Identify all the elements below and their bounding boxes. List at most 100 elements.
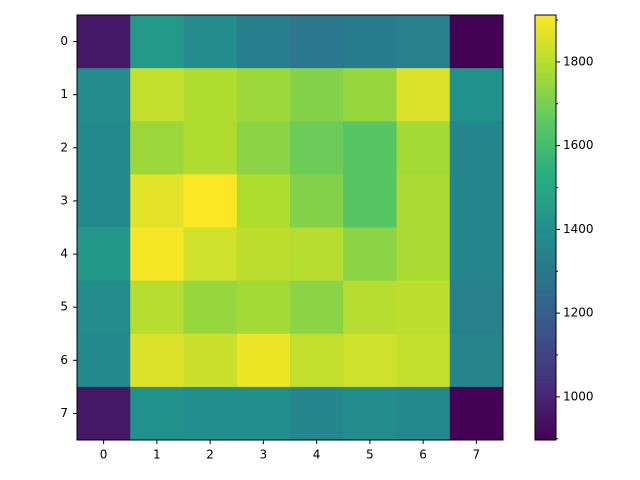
- colorbar-segment: [535, 193, 556, 197]
- colorbar-segment: [535, 308, 556, 311]
- y-tick-label: 4: [60, 247, 68, 261]
- heatmap-cell: [236, 280, 291, 335]
- colorbar-segment: [535, 202, 556, 205]
- colorbar-segment: [535, 259, 556, 262]
- colorbar-segment: [535, 134, 556, 137]
- colorbar-segment: [535, 227, 556, 231]
- colorbar-segment: [535, 206, 556, 209]
- heatmap-cell: [77, 386, 131, 441]
- colorbar-segment: [535, 282, 556, 286]
- colorbar-segment: [535, 263, 556, 267]
- colorbar-segment: [535, 136, 556, 139]
- x-tick-label: 7: [473, 448, 481, 462]
- colorbar-segment: [535, 344, 556, 347]
- colorbar-segment: [535, 153, 556, 156]
- x-tick-label: 3: [260, 448, 268, 462]
- heatmap-cell: [290, 386, 344, 441]
- x-tick-label: 6: [419, 448, 427, 462]
- heatmap-cell: [183, 333, 238, 388]
- colorbar-segment: [535, 295, 556, 299]
- colorbar-segment: [535, 291, 556, 294]
- heatmap-cell: [130, 386, 184, 441]
- colorbar-segment: [535, 34, 556, 37]
- colorbar-tick-label: 1800: [563, 54, 594, 68]
- colorbar-segment: [535, 119, 556, 122]
- y-tick-label: 5: [60, 300, 68, 314]
- colorbar-segment: [535, 165, 556, 169]
- colorbar-segment: [535, 242, 556, 245]
- x-tick-label: 0: [100, 448, 108, 462]
- heatmap-cell: [130, 174, 184, 228]
- colorbar-segment: [535, 157, 556, 160]
- colorbar-segment: [535, 312, 556, 316]
- colorbar-segment: [535, 55, 556, 58]
- heatmap-cell: [290, 121, 344, 175]
- x-tick-label: 4: [313, 448, 321, 462]
- colorbar-segment: [535, 378, 556, 381]
- colorbar-segment: [535, 204, 556, 207]
- colorbar-segment: [535, 68, 556, 71]
- colorbar-segment: [535, 261, 556, 265]
- heatmap-cell: [290, 227, 344, 282]
- colorbar-segment: [535, 384, 556, 388]
- colorbar-segment: [535, 386, 556, 390]
- colorbar-segment: [535, 401, 556, 405]
- colorbar-segment: [535, 318, 556, 322]
- y-tick-label: 6: [60, 353, 68, 367]
- colorbar-tick-label: 1600: [563, 138, 594, 152]
- heatmap-cell: [183, 68, 238, 122]
- colorbar-segment: [535, 114, 556, 118]
- colorbar-segment: [535, 17, 556, 20]
- colorbar-segment: [535, 131, 556, 135]
- colorbar-segment: [535, 350, 556, 354]
- colorbar-segment: [535, 32, 556, 35]
- y-tick-label: 1: [60, 87, 68, 101]
- y-tick-label: 0: [60, 34, 68, 48]
- colorbar-segment: [535, 278, 556, 282]
- colorbar-segment: [535, 423, 556, 426]
- heatmap-cell: [236, 121, 291, 175]
- colorbar-segment: [535, 106, 556, 109]
- colorbar-segment: [535, 287, 556, 290]
- heatmap-cell: [236, 68, 291, 122]
- colorbar-segment: [535, 85, 556, 88]
- colorbar-segment: [535, 225, 556, 228]
- colorbar-segment: [535, 168, 556, 171]
- colorbar-segment: [535, 265, 556, 269]
- colorbar-segment: [535, 420, 556, 424]
- colorbar-segment: [535, 163, 556, 167]
- colorbar-segment: [535, 117, 556, 120]
- colorbar-segment: [535, 327, 556, 330]
- heatmap-cell: [449, 15, 504, 69]
- colorbar-segment: [535, 367, 556, 371]
- heatmap-cell: [130, 121, 184, 175]
- colorbar-segment: [535, 301, 556, 305]
- colorbar-segment: [535, 121, 556, 124]
- colorbar-segment: [535, 140, 556, 143]
- colorbar-segment: [535, 229, 556, 233]
- colorbar-segment: [535, 329, 556, 333]
- heatmap-cell: [290, 15, 344, 69]
- colorbar-segment: [535, 223, 556, 226]
- colorbar-segment: [535, 408, 556, 411]
- heatmap-cell: [343, 280, 397, 335]
- colorbar-segment: [535, 29, 556, 33]
- y-tick-label: 2: [60, 140, 68, 154]
- colorbar-segment: [535, 289, 556, 292]
- colorbar-segment: [535, 403, 556, 407]
- colorbar-segment: [535, 325, 556, 328]
- heatmap-cell: [236, 333, 291, 388]
- heatmap-cell: [77, 68, 131, 122]
- colorbar-segment: [535, 355, 556, 358]
- colorbar-segment: [535, 429, 556, 432]
- x-tick-label: 5: [366, 448, 374, 462]
- heatmap-cell: [130, 333, 184, 388]
- colorbar-segment: [535, 87, 556, 90]
- colorbar-segment: [535, 272, 556, 275]
- colorbar-segment: [535, 399, 556, 403]
- colorbar-segment: [535, 83, 556, 86]
- colorbar-segment: [535, 212, 556, 216]
- colorbar-segment: [535, 331, 556, 335]
- colorbar-segment: [535, 187, 556, 190]
- colorbar-segment: [535, 199, 556, 203]
